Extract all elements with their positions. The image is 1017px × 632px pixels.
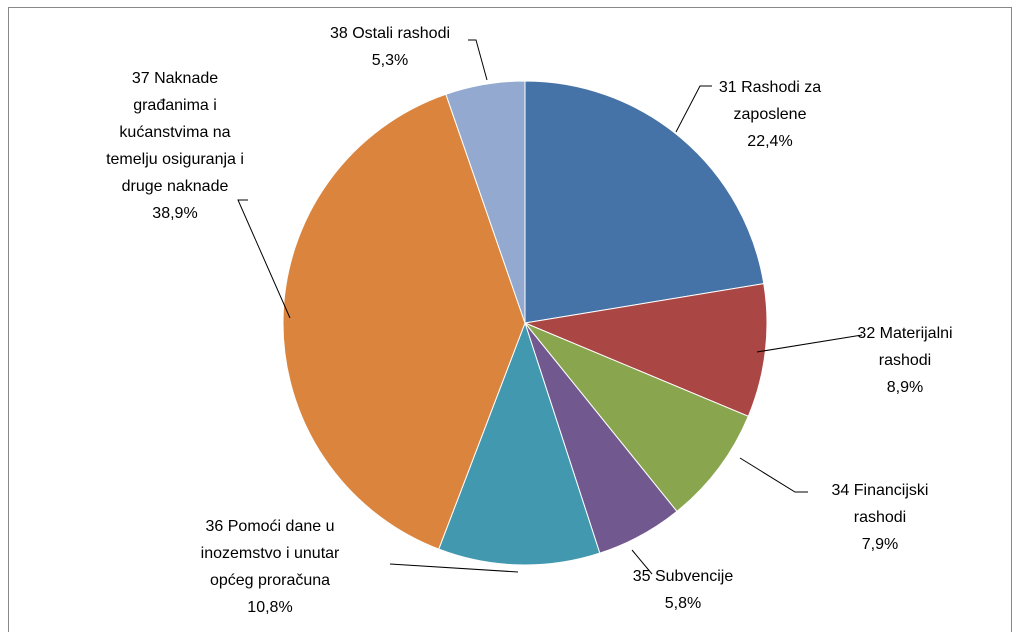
value-label: 5,3% <box>371 52 409 69</box>
value-label: 8,9% <box>886 379 924 396</box>
slice-label: 34 Financijski rashodi 7,9% <box>832 477 929 558</box>
pie-slice <box>524 322 749 513</box>
leader-line <box>237 199 291 319</box>
category-label: 38 Ostali rashodi <box>329 25 451 42</box>
pie-slice <box>438 321 601 566</box>
leader-line <box>468 39 488 81</box>
value-label: 22,4% <box>747 133 793 150</box>
category-label: 35 Subvencije <box>632 568 734 585</box>
slice-label: 36 Pomoći dane u inozemstvo i unutar opć… <box>201 513 340 621</box>
pie-slice <box>282 93 526 550</box>
leader-line <box>756 334 863 353</box>
slice-label: 37 Naknade građanima i kućanstvima na te… <box>106 65 244 227</box>
category-label: 37 Naknade građanima i kućanstvima na te… <box>106 70 244 195</box>
pie-slice <box>445 80 526 324</box>
category-label: 34 Financijski rashodi <box>831 482 929 526</box>
leader-line <box>739 457 808 493</box>
value-label: 5,8% <box>664 595 702 612</box>
category-label: 36 Pomoći dane u inozemstvo i unutar opć… <box>200 518 340 589</box>
slice-label: 38 Ostali rashodi 5,3% <box>330 20 450 74</box>
leader-line <box>675 85 712 133</box>
leader-line <box>389 563 519 573</box>
slice-label: 35 Subvencije 5,8% <box>633 563 734 617</box>
category-label: 32 Materijalni rashodi <box>857 325 953 369</box>
slice-label: 32 Materijalni rashodi 8,9% <box>857 320 952 401</box>
value-label: 38,9% <box>152 205 198 222</box>
leader-lines <box>237 39 863 575</box>
value-label: 10,8% <box>247 599 293 616</box>
slice-label: 31 Rashodi za zaposlene 22,4% <box>719 74 821 155</box>
category-label: 31 Rashodi za zaposlene <box>718 79 822 123</box>
pie-slice <box>524 80 765 324</box>
value-label: 7,9% <box>861 536 899 553</box>
leader-line <box>631 549 653 575</box>
